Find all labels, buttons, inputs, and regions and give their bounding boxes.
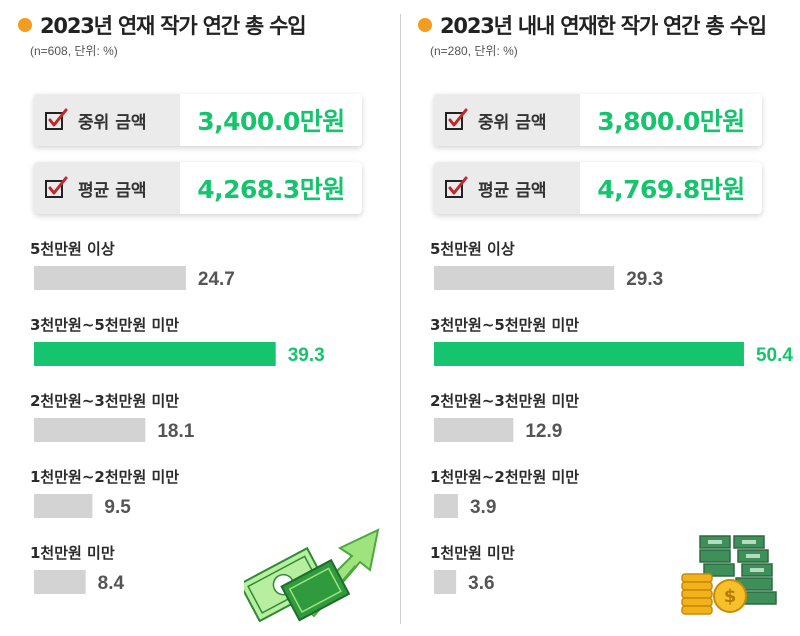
bar: [434, 342, 744, 366]
checkbox-icon: [45, 108, 68, 130]
checkbox-icon: [45, 176, 68, 198]
mean-stat-card: 평균 금액 4,268.3만원: [34, 162, 362, 214]
checkbox-icon: [445, 176, 468, 198]
stat-label: 중위 금액: [478, 112, 547, 133]
panel-divider: [400, 14, 401, 624]
panel-title-row: 2023년 내내 연재한 작가 연간 총 수입: [418, 10, 767, 40]
stat-head: 평균 금액: [34, 162, 180, 214]
bar: [434, 418, 514, 442]
checkbox-icon: [445, 108, 468, 130]
category-label: 3천만원~5천만원 미만: [30, 316, 179, 334]
stat-value-box: 4,769.8만원: [580, 162, 762, 214]
bar-value-label: 18.1: [157, 421, 194, 442]
panel-title-row: 2023년 연재 작가 연간 총 수입: [18, 10, 307, 40]
median-stat-card: 중위 금액 3,800.0만원: [434, 94, 762, 146]
stat-value-box: 3,800.0만원: [580, 94, 762, 146]
stat-head: 중위 금액: [434, 94, 580, 146]
panel-left: 2023년 연재 작가 연간 총 수입 (n=608, 단위: %) 중위 금액…: [18, 0, 398, 636]
orange-dot-icon: [18, 18, 32, 32]
bar-chart-left: 5천만원 이상 24.7 3천만원~5천만원 미만 39.3 2천만원~3천만원 미만 1…: [30, 240, 325, 594]
stat-value: 4,268.3만원: [197, 175, 345, 204]
svg-text:$: $: [724, 586, 737, 607]
bar: [434, 494, 458, 518]
stat-value: 3,400.0만원: [197, 107, 345, 136]
bar: [34, 494, 93, 518]
bar-value-label: 39.3: [288, 345, 325, 366]
stat-value-box: 3,400.0만원: [180, 94, 362, 146]
money-arrow-icon: [244, 528, 380, 623]
stat-head: 중위 금액: [34, 94, 180, 146]
stat-head: 평균 금액: [434, 162, 580, 214]
panel-right: 2023년 내내 연재한 작가 연간 총 수입 (n=280, 단위: %) 중…: [418, 0, 798, 636]
category-label: 3천만원~5천만원 미만: [430, 316, 579, 334]
bar-value-label: 50.4: [756, 345, 793, 366]
category-label: 5천만원 이상: [430, 240, 515, 258]
stat-label: 중위 금액: [78, 112, 147, 133]
category-label: 1천만원~2천만원 미만: [430, 468, 579, 486]
bar: [434, 266, 615, 290]
bar-chart-right: 5천만원 이상 29.3 3천만원~5천만원 미만 50.4 2천만원~3천만원 미만 1…: [430, 240, 793, 594]
median-stat-card: 중위 금액 3,400.0만원: [34, 94, 362, 146]
stat-label: 평균 금액: [478, 180, 547, 201]
mean-stat-card: 평균 금액 4,769.8만원: [434, 162, 762, 214]
bar-value-label: 3.6: [468, 573, 494, 594]
bar-value-label: 24.7: [198, 269, 235, 290]
bar-value-label: 29.3: [626, 269, 663, 290]
bar: [34, 266, 186, 290]
stat-label: 평균 금액: [78, 180, 147, 201]
panel-title: 2023년 내내 연재한 작가 연간 총 수입: [440, 14, 767, 38]
stat-value: 3,800.0만원: [597, 107, 745, 136]
category-label: 1천만원 미만: [30, 544, 115, 562]
bar-value-label: 8.4: [98, 573, 125, 594]
bar: [34, 342, 276, 366]
panel-subtitle: (n=608, 단위: %): [30, 44, 118, 58]
bar: [434, 570, 457, 594]
category-label: 2천만원~3천만원 미만: [30, 392, 179, 410]
category-label: 1천만원~2천만원 미만: [30, 468, 179, 486]
category-label: 2천만원~3천만원 미만: [430, 392, 579, 410]
bar-value-label: 9.5: [104, 497, 131, 518]
bar-value-label: 3.9: [470, 497, 496, 518]
panel-title: 2023년 연재 작가 연간 총 수입: [40, 14, 307, 38]
bar-value-label: 12.9: [525, 421, 562, 442]
category-label: 1천만원 미만: [430, 544, 515, 562]
orange-dot-icon: [418, 18, 432, 32]
bar: [34, 418, 146, 442]
panel-subtitle: (n=280, 단위: %): [430, 44, 518, 58]
money-coins-icon: $: [681, 535, 777, 615]
stat-value: 4,769.8만원: [597, 175, 745, 204]
category-label: 5천만원 이상: [30, 240, 115, 258]
bar: [34, 570, 86, 594]
stat-value-box: 4,268.3만원: [180, 162, 362, 214]
